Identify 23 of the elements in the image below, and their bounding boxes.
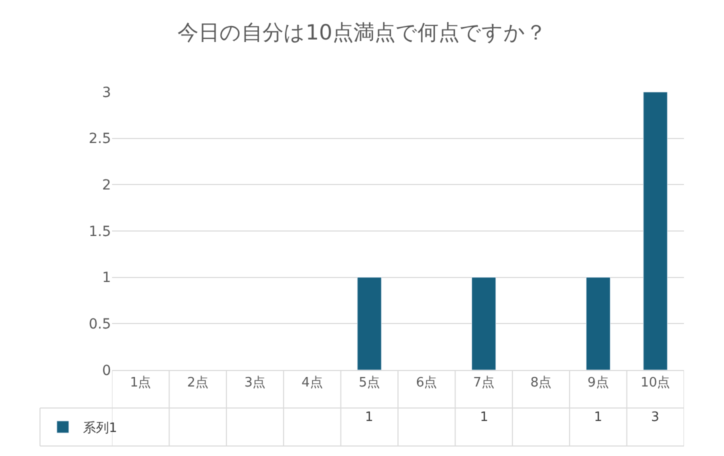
y-tick-label: 0.5 [88, 316, 111, 333]
data-label: 1 [365, 410, 374, 425]
x-tick-label: 8点 [530, 376, 552, 391]
y-tick-label: 2.5 [88, 131, 111, 148]
data-label: 1 [480, 410, 488, 425]
chart-title: 今日の自分は10点満点で何点ですか？ [178, 20, 546, 44]
y-tick-label: 0 [102, 362, 111, 379]
y-tick-label: 1.5 [88, 224, 111, 240]
x-tick-label: 2点 [187, 376, 208, 391]
data-label: 3 [651, 410, 660, 425]
x-tick-label: 5点 [358, 376, 380, 391]
y-tick-label: 3 [102, 84, 111, 101]
x-tick-label: 6点 [416, 376, 438, 391]
x-tick-label: 3点 [244, 376, 266, 391]
x-tick-label: 4点 [302, 376, 323, 391]
x-tick-label: 7点 [473, 376, 494, 391]
data-label: 1 [594, 410, 602, 425]
y-tick-label: 1 [102, 270, 111, 286]
x-tick-label: 9点 [588, 376, 609, 391]
x-tick-label: 10点 [640, 376, 670, 391]
y-tick-label: 2 [102, 178, 111, 194]
x-tick-label: 1点 [130, 376, 152, 391]
legend-label: 系列1 [82, 421, 118, 436]
